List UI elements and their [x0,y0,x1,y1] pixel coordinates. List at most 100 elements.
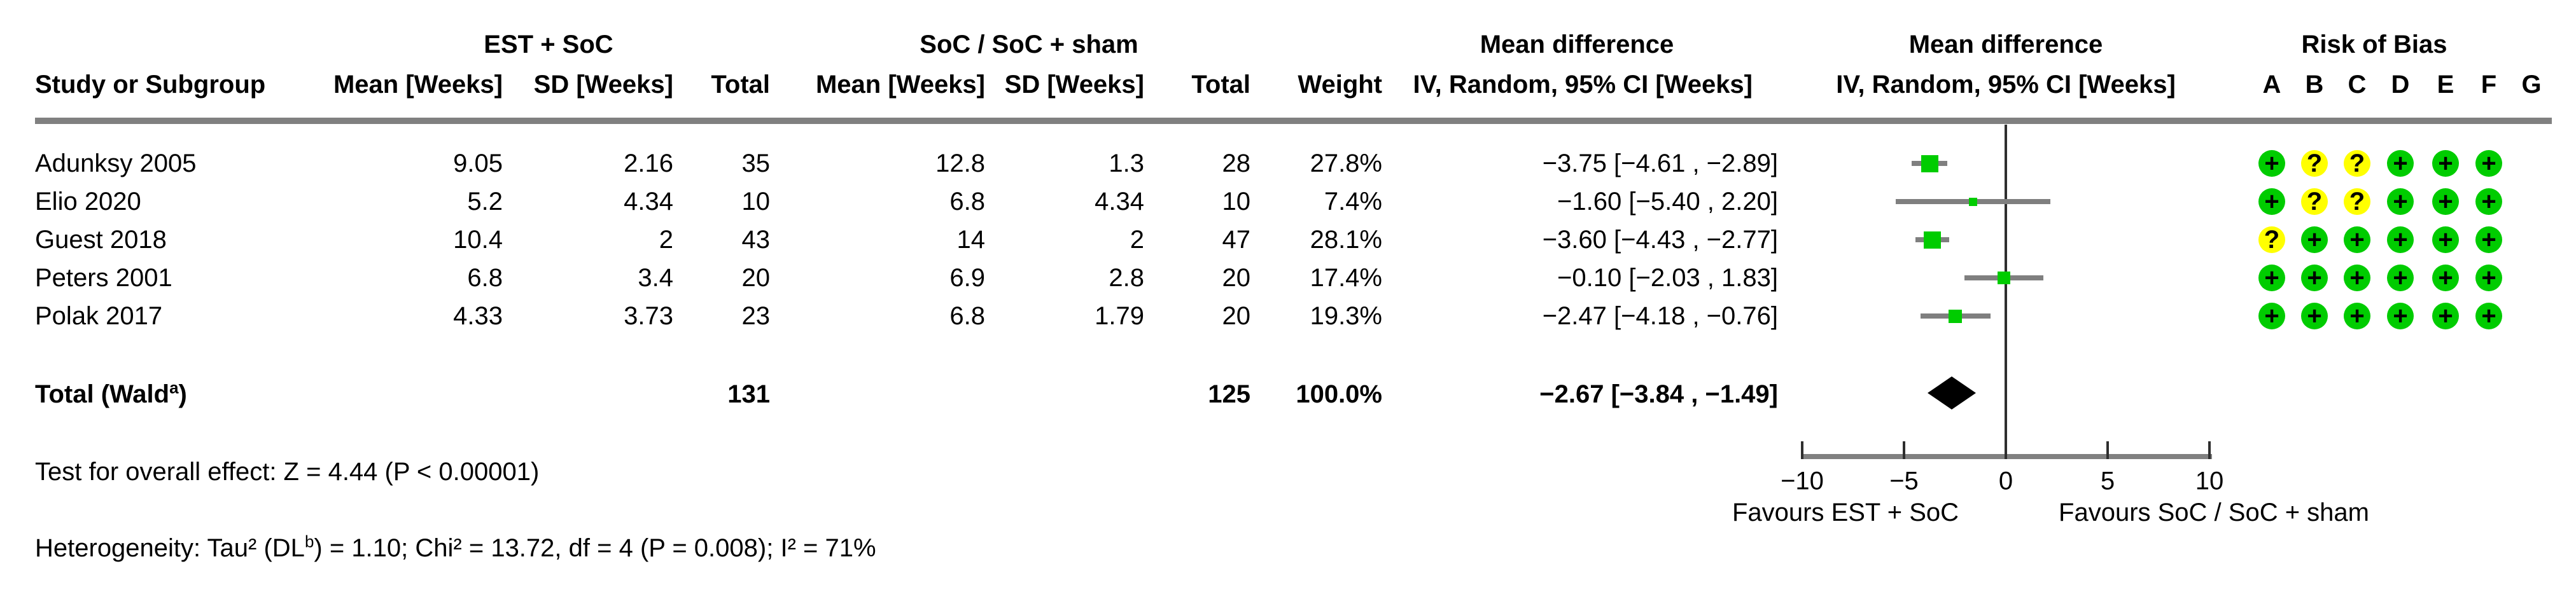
cell-ci-text: −0.10 [−2.03 , 1.83] [1557,264,1778,292]
header-divider-rule [35,118,2552,124]
study-name: Guest 2018 [35,226,167,254]
tick-label: 10 [2195,467,2224,495]
rob-circle-low: + [2432,150,2459,177]
rob-circle-low: + [2475,226,2502,253]
x-axis-line [1803,454,2212,459]
column-header-sd-exp: SD [Weeks] [533,71,673,99]
rob-circle-low: + [2387,150,2414,177]
heterogeneity-prefix: Heterogeneity: Tau² (DL [35,534,305,562]
cell-mean-exp: 5.2 [467,188,503,216]
rob-symbol: + [2481,264,2496,292]
cell-total-ctrl: 47 [1222,226,1251,254]
rob-circle-low: + [2387,226,2414,253]
heterogeneity-suffix: ) = 1.10; Chi² = 13.72, df = 4 (P = 0.00… [314,534,876,562]
rob-circle-low: + [2344,226,2370,253]
rob-circle-unclear: ? [2301,150,2328,177]
cell-weight: 17.4% [1310,264,1382,292]
axis-tick [1903,441,1905,459]
cell-weight: 28.1% [1310,226,1382,254]
column-header-total-ctrl: Total [1191,71,1250,99]
axis-tick [1801,441,1803,459]
cell-sd-ctrl: 1.3 [1109,149,1144,177]
rob-domain-letter: A [2262,71,2281,99]
cell-ci-text: −2.47 [−4.18 , −0.76] [1542,302,1778,330]
rob-circle-low: + [2475,188,2502,215]
cell-mean-exp: 6.8 [467,264,503,292]
column-header-total-exp: Total [711,71,770,99]
rob-circle-low: + [2344,303,2370,329]
group-header-mean-difference-text: Mean difference [1480,31,1674,59]
null-effect-line [2005,125,2007,457]
rob-symbol: + [2393,226,2408,254]
rob-symbol: + [2481,302,2496,330]
study-name: Peters 2001 [35,264,172,292]
rob-symbol: + [2264,188,2279,216]
cell-sd-exp: 2.16 [624,149,673,177]
favours-right-label: Favours SoC / SoC + sham [2059,499,2369,527]
column-header-sd-ctrl: SD [Weeks] [1004,71,1144,99]
rob-domain-letter: C [2348,71,2367,99]
rob-symbol: + [2438,226,2453,254]
column-header-weight: Weight [1298,71,1382,99]
cell-sd-exp: 2 [659,226,673,254]
rob-symbol: + [2481,226,2496,254]
cell-sd-exp: 4.34 [624,188,673,216]
cell-mean-exp: 4.33 [453,302,503,330]
cell-total-ctrl: 20 [1222,264,1251,292]
heterogeneity-text: Heterogeneity: Tau² (DLb) = 1.10; Chi² =… [35,532,876,562]
group-header-risk-of-bias: Risk of Bias [2301,31,2447,59]
rob-circle-unclear: ? [2344,150,2370,177]
pooled-effect-diamond [1928,376,1976,410]
effect-marker [1921,155,1938,172]
column-header-ci-plot: IV, Random, 95% CI [Weeks] [1836,71,2176,99]
total-label-superscript: a [169,378,179,397]
rob-symbol: + [2438,188,2453,216]
rob-circle-unclear: ? [2344,188,2370,215]
cell-total-exp: 10 [741,188,771,216]
rob-circle-low: + [2301,303,2328,329]
rob-symbol: + [2438,149,2453,177]
rob-circle-low: + [2475,303,2502,329]
rob-circle-unclear: ? [2301,188,2328,215]
tick-label: 5 [2100,467,2115,495]
rob-symbol: + [2481,149,2496,177]
cell-ci-text: −3.60 [−4.43 , −2.77] [1542,226,1778,254]
group-header-control: SoC / SoC + sham [920,31,1138,59]
group-header-experimental: EST + SoC [484,31,613,59]
rob-symbol: + [2438,302,2453,330]
cell-mean-ctrl: 14 [956,226,986,254]
rob-symbol: + [2393,149,2408,177]
study-name: Adunksy 2005 [35,149,197,177]
favours-left-label: Favours EST + SoC [1732,499,1959,527]
rob-circle-low: + [2432,303,2459,329]
group-header-mean-difference-plot: Mean difference [1908,31,2103,59]
rob-domain-letter: G [2521,71,2542,99]
cell-mean-exp: 10.4 [453,226,503,254]
cell-mean-ctrl: 12.8 [935,149,985,177]
rob-circle-low: + [2387,188,2414,215]
heterogeneity-superscript: b [304,532,314,551]
rob-symbol: ? [2349,188,2365,216]
cell-total-exp: 23 [741,302,771,330]
cell-total-exp: 43 [741,226,771,254]
axis-tick [2208,441,2211,459]
rob-symbol: + [2393,302,2408,330]
total-row-label: Total (Walda) [35,380,187,408]
cell-mean-exp: 9.05 [453,149,503,177]
column-header-study: Study or Subgroup [35,71,266,99]
rob-symbol: + [2307,264,2322,292]
rob-symbol: + [2393,188,2408,216]
cell-ci-text: −3.75 [−4.61 , −2.89] [1542,149,1778,177]
cell-sd-exp: 3.73 [624,302,673,330]
rob-circle-low: + [2432,265,2459,291]
cell-sd-ctrl: 2 [1130,226,1144,254]
total-ci-text: −2.67 [−3.84 , −1.49] [1539,380,1778,408]
rob-circle-low: + [2301,265,2328,291]
rob-circle-low: + [2301,226,2328,253]
rob-circle-low: + [2344,265,2370,291]
tick-label: −5 [1889,467,1919,495]
rob-symbol: ? [2306,188,2323,216]
total-weight: 100.0% [1296,380,1382,408]
rob-symbol: + [2307,226,2322,254]
